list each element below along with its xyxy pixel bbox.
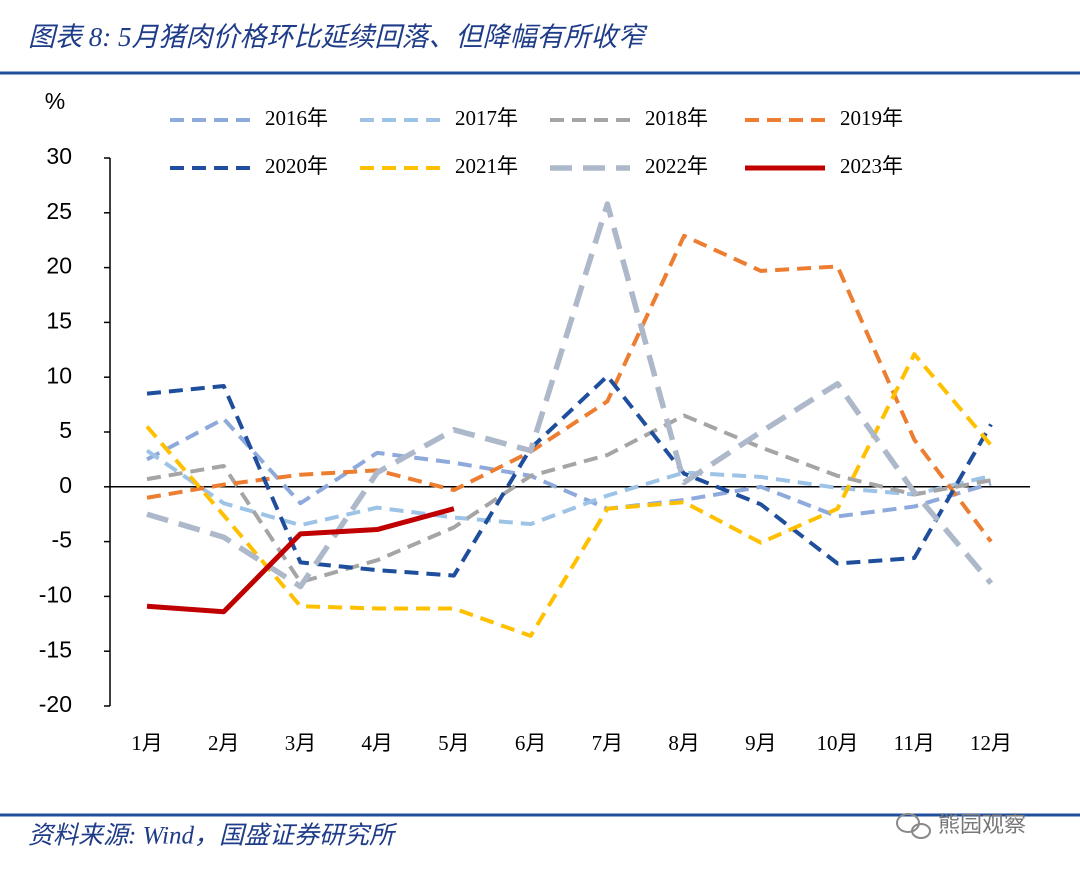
- y-tick-label: -15: [39, 636, 72, 662]
- x-tick-label: 1月: [131, 731, 163, 755]
- x-tick-label: 12月: [970, 731, 1012, 755]
- series-line: [146, 374, 993, 578]
- series-line: [145, 448, 992, 528]
- series-line: [145, 352, 993, 638]
- y-tick-label: 30: [46, 143, 72, 169]
- x-tick-label: 7月: [592, 731, 624, 755]
- legend-label: 2017年: [455, 106, 518, 130]
- legend-label: 2021年: [455, 154, 518, 178]
- legend-label: 2018年: [645, 106, 708, 130]
- legend-label: 2022年: [645, 154, 708, 178]
- y-tick-label: 15: [46, 307, 72, 333]
- legend-label: 2023年: [840, 154, 903, 178]
- y-tick-label: 20: [46, 253, 72, 279]
- x-tick-label: 9月: [745, 731, 777, 755]
- x-tick-label: 6月: [515, 731, 547, 755]
- series-line: [146, 201, 994, 590]
- series-line: [146, 416, 992, 519]
- watermark-icon: [896, 813, 931, 839]
- series-line: [146, 413, 992, 585]
- legend-label: 2016年: [265, 106, 328, 130]
- y-tick-label: 5: [59, 417, 72, 443]
- chart-title: 图表 8: 5月猪肉价格环比延续回落、但降幅有所收窄: [28, 22, 648, 52]
- y-tick-label: 10: [46, 362, 72, 388]
- x-tick-label: 8月: [668, 731, 700, 755]
- y-tick-label: -5: [52, 527, 72, 553]
- y-tick-label: -10: [39, 581, 72, 607]
- y-axis-label: %: [45, 88, 65, 114]
- x-tick-label: 5月: [438, 731, 470, 755]
- y-tick-label: 0: [59, 472, 72, 498]
- y-tick-label: 25: [46, 198, 72, 224]
- x-tick-label: 3月: [285, 731, 317, 755]
- series-line: [146, 233, 993, 543]
- series-line: [146, 506, 455, 615]
- x-tick-label: 11月: [894, 731, 935, 755]
- source: 资料来源: Wind，国盛证券研究所: [28, 822, 398, 850]
- legend-label: 2020年: [265, 154, 328, 178]
- x-tick-label: 10月: [817, 731, 859, 755]
- x-tick-label: 4月: [361, 731, 393, 755]
- x-tick-label: 2月: [208, 731, 240, 755]
- legend-label: 2019年: [840, 106, 903, 130]
- y-tick-label: -20: [39, 691, 72, 717]
- watermark: 熊园观察: [938, 813, 1026, 838]
